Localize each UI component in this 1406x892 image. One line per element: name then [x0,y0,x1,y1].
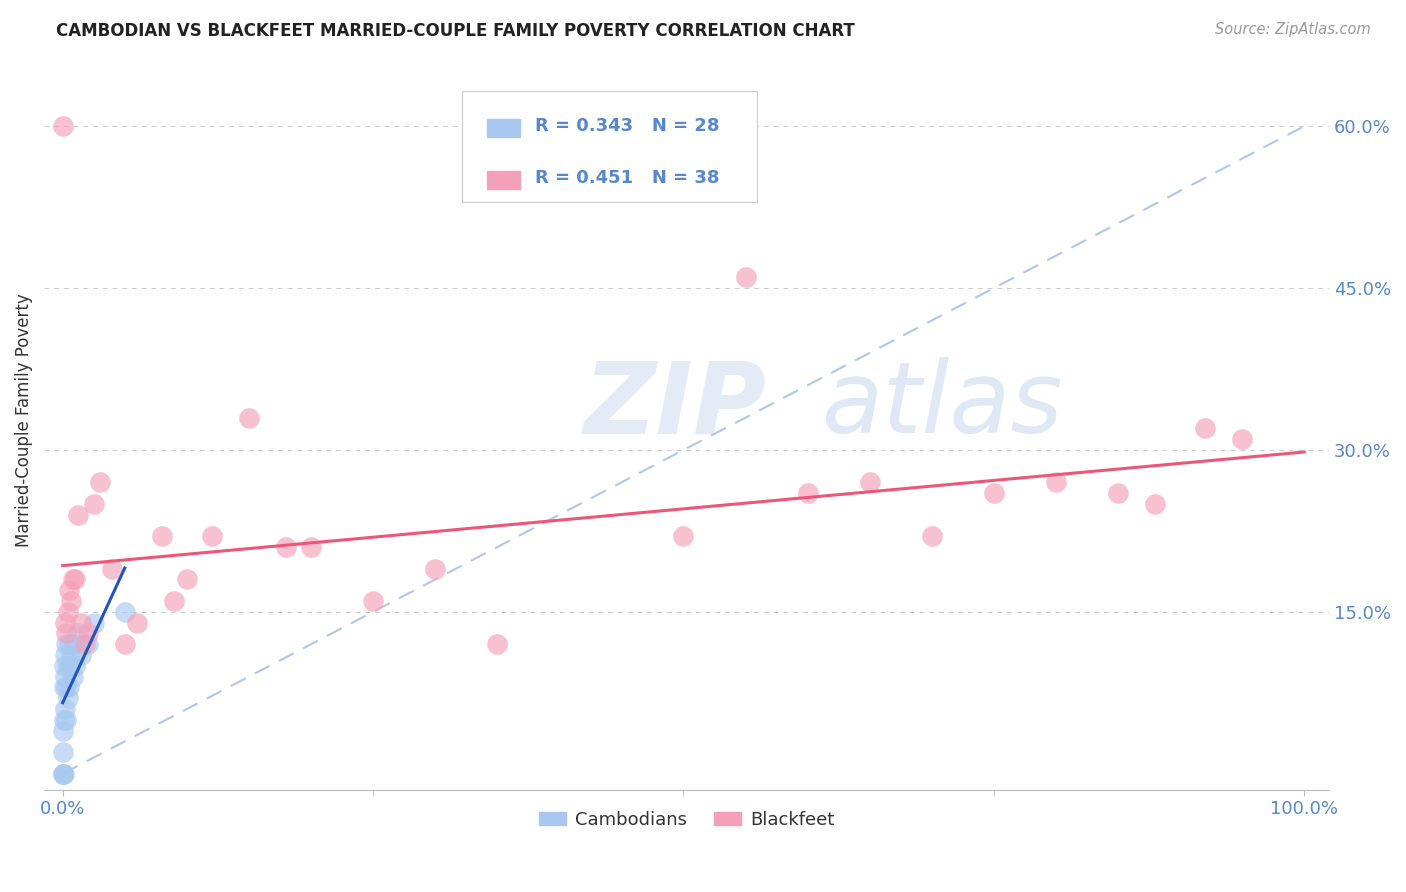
Point [53,615,76,630]
Point [58,583,80,598]
Point [53,658,76,673]
Legend: Cambodians, Blackfeet: Cambodians, Blackfeet [531,804,842,837]
Point [52,766,75,780]
Point [163,594,186,608]
Point [76,626,98,640]
Point [52,766,75,780]
Point [299,540,322,554]
Point [425,562,447,576]
Point [76,637,98,651]
Point [53,670,76,684]
Point [58,681,80,695]
Point [75,637,97,651]
Point [201,529,224,543]
Point [55,637,77,651]
Point [56,691,79,706]
Point [52,745,75,759]
Point [127,615,149,630]
Point [150,529,173,543]
Point [55,626,77,640]
Text: Source: ZipAtlas.com: Source: ZipAtlas.com [1215,22,1371,37]
Point [60,648,83,662]
Point [1107,486,1129,500]
Point [62,573,84,587]
Point [83,615,105,630]
Point [89,475,111,490]
Point [238,410,260,425]
Point [66,508,89,522]
Point [101,562,124,576]
Point [52,120,75,134]
Point [52,723,75,738]
Point [796,486,818,500]
Point [983,486,1005,500]
Point [276,540,298,554]
Point [66,626,89,640]
Text: R = 0.343   N = 28: R = 0.343 N = 28 [534,117,720,135]
Text: R = 0.451   N = 38: R = 0.451 N = 38 [534,169,720,186]
Point [176,573,198,587]
Point [486,637,509,651]
Point [63,658,86,673]
Point [58,637,80,651]
Point [361,594,384,608]
FancyBboxPatch shape [461,91,758,202]
Point [1230,432,1253,446]
FancyBboxPatch shape [488,170,520,189]
Text: CAMBODIAN VS BLACKFEET MARRIED-COUPLE FAMILY POVERTY CORRELATION CHART: CAMBODIAN VS BLACKFEET MARRIED-COUPLE FA… [56,22,855,40]
Point [53,681,76,695]
Point [859,475,882,490]
Point [62,670,84,684]
Point [53,766,76,780]
Point [56,658,79,673]
Point [59,658,82,673]
Point [734,270,756,285]
Text: ZIP: ZIP [583,357,766,454]
Point [114,637,136,651]
Point [70,615,93,630]
Point [1144,497,1167,511]
Point [55,681,77,695]
Point [53,713,76,727]
Point [60,594,83,608]
FancyBboxPatch shape [488,119,520,137]
Point [83,497,105,511]
Text: atlas: atlas [821,357,1063,454]
Point [1194,421,1216,435]
Point [114,605,136,619]
Point [921,529,943,543]
Point [53,702,76,716]
Point [1045,475,1067,490]
Point [55,713,77,727]
Point [672,529,695,543]
Point [56,605,79,619]
Point [70,648,93,662]
Point [63,573,86,587]
Point [53,648,76,662]
Point [63,637,86,651]
Y-axis label: Married-Couple Family Poverty: Married-Couple Family Poverty [15,293,32,547]
